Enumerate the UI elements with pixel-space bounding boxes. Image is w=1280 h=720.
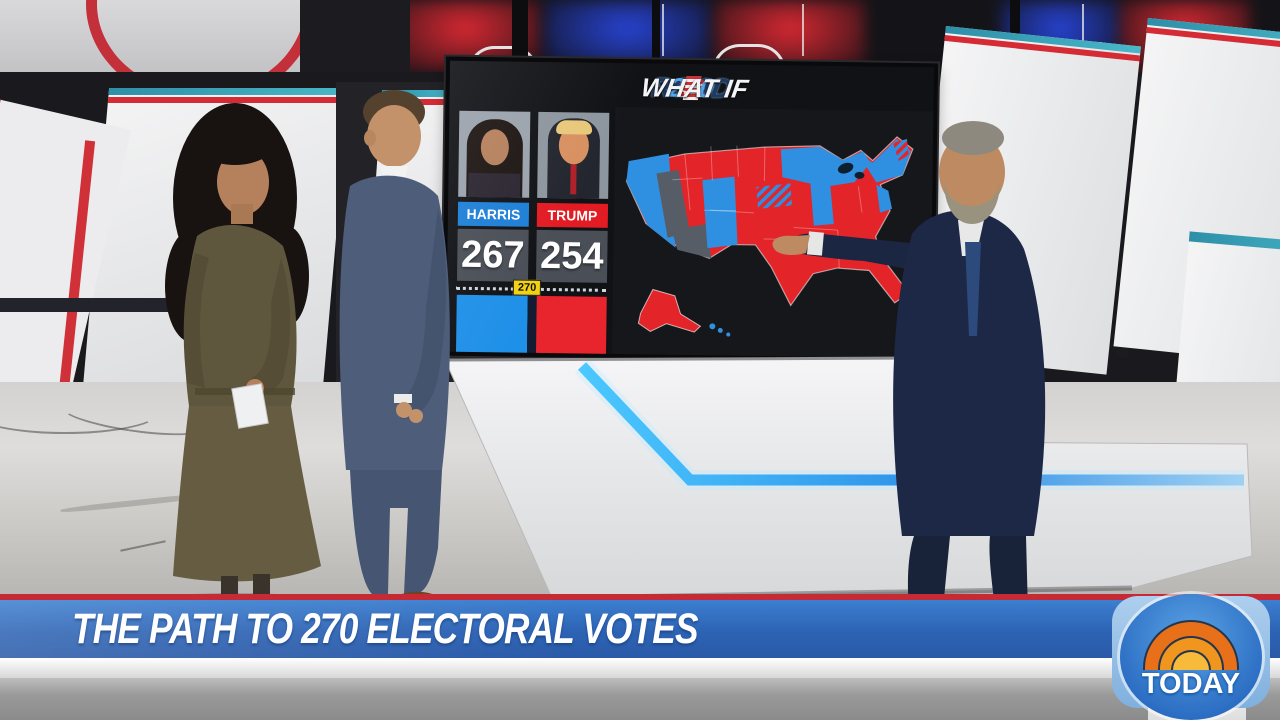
note-cards [231,383,269,429]
map-region-nebraska [756,183,793,209]
map-region-colorado-newmexico [702,176,738,249]
great-lakes [854,171,865,179]
floor-cable [0,390,160,434]
map-region-hawaii [709,323,731,337]
banner-silver-strip [0,658,1280,678]
banner-top-line [0,594,1280,600]
map-presenter-silhouette [752,84,1122,629]
shirt-cuff [806,231,824,256]
today-logo: TODAY [1106,594,1276,720]
ceiling-dark-bay [300,0,410,72]
ceiling-rib [1082,4,1084,56]
logo-text: TODAY [1141,668,1241,700]
ceiling-pole [652,0,660,72]
banner-bottom-strip [0,678,1280,720]
ceiling-rib [662,4,664,56]
pointing-hand [772,235,810,255]
lower-third-banner: THE PATH TO 270 ELECTORAL VOTES [0,600,1280,658]
map-region-nevada [656,169,690,238]
map-region-arizona [671,224,712,259]
video-wall-screen: ☆ ROAD TO 270 WHAT IF HARRIS TRUMP [441,56,939,363]
map-region-alaska [637,288,702,333]
ceiling-rib [802,4,804,56]
banner-sheen [0,600,1280,658]
great-lakes [837,162,854,174]
pedestal-top-seam [444,356,933,362]
map-region-mid-atlantic [876,184,893,213]
ceiling-red-ring [86,0,316,72]
us-electoral-map [611,106,936,362]
anchor-man-silhouette [292,78,482,613]
banner-headline: THE PATH TO 270 ELECTORAL VOTES [72,605,699,653]
left-striped-unit [0,298,210,346]
ceiling-pole [512,0,528,58]
logo-circle: TODAY [1120,594,1262,720]
anchor-woman-silhouette [135,88,335,613]
led-stripe [578,362,1244,486]
map-region-maine [892,139,909,161]
